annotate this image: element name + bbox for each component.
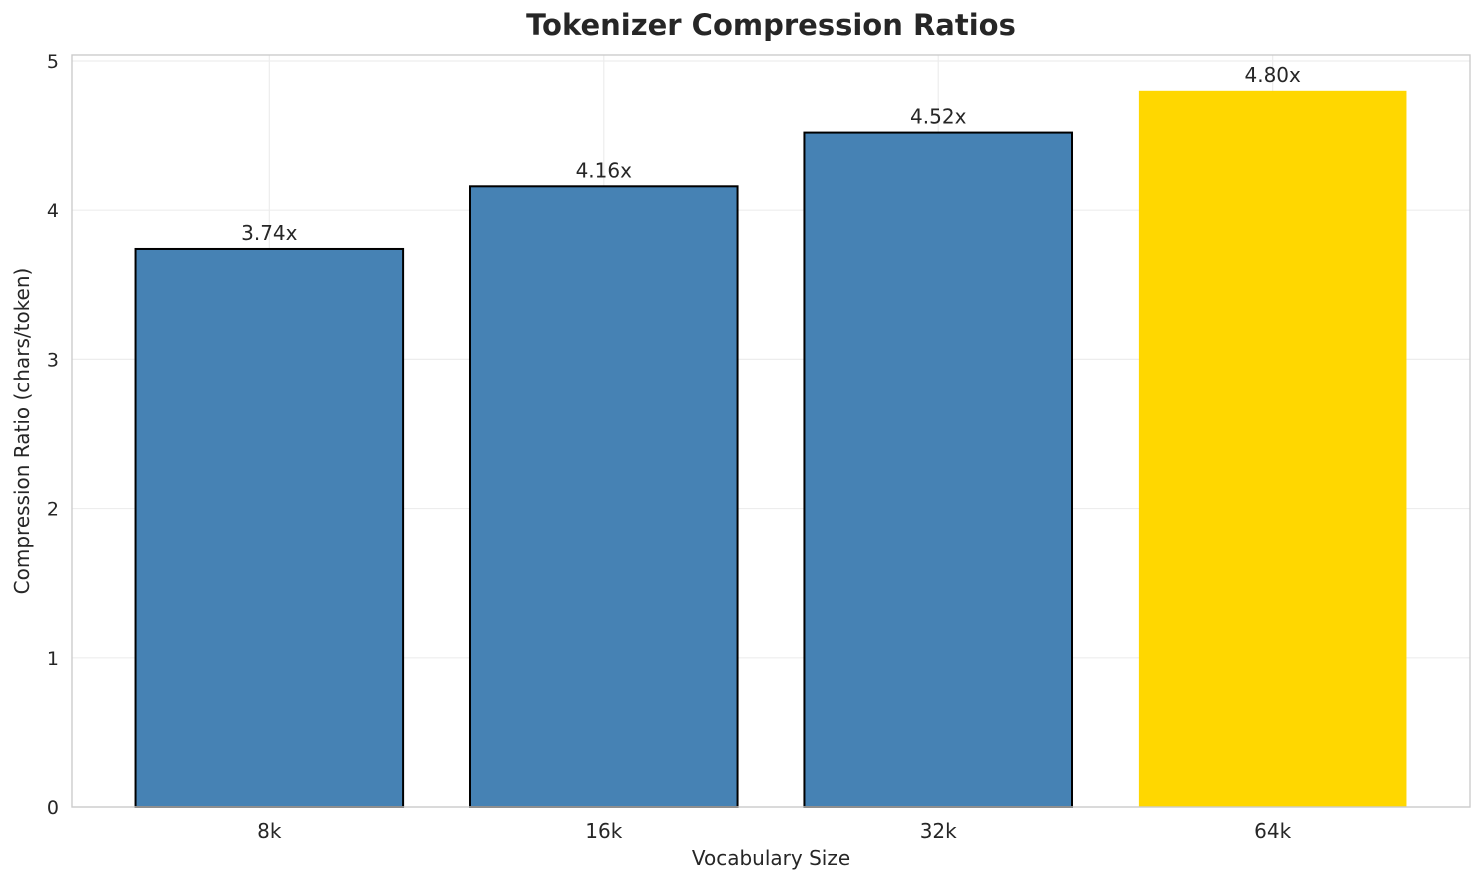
- y-tick-label: 1: [47, 648, 59, 670]
- bar: [468, 185, 739, 809]
- bar: [1138, 90, 1407, 808]
- plot-border: [71, 54, 1471, 808]
- y-axis-label: Compression Ratio (chars/token): [10, 267, 34, 595]
- y-tick-label: 5: [47, 51, 59, 73]
- x-axis-label: Vocabulary Size: [691, 846, 851, 870]
- bar-value-label: 3.74x: [241, 221, 298, 245]
- x-tick-label: 8k: [257, 819, 282, 843]
- bar: [134, 247, 405, 808]
- bar-value-label: 4.16x: [576, 158, 633, 182]
- bar: [803, 131, 1074, 809]
- y-tick-label: 0: [47, 797, 59, 819]
- x-tick-label: 32k: [920, 819, 957, 843]
- bar-value-label: 4.52x: [910, 105, 967, 129]
- x-tick-label: 16k: [585, 819, 622, 843]
- x-tick-label: 64k: [1254, 819, 1291, 843]
- chart-title: Tokenizer Compression Ratios: [526, 8, 1016, 42]
- bar-value-label: 4.80x: [1244, 63, 1301, 87]
- y-tick-label: 3: [47, 349, 59, 371]
- y-tick-label: 2: [47, 499, 59, 521]
- y-tick-label: 4: [47, 200, 59, 222]
